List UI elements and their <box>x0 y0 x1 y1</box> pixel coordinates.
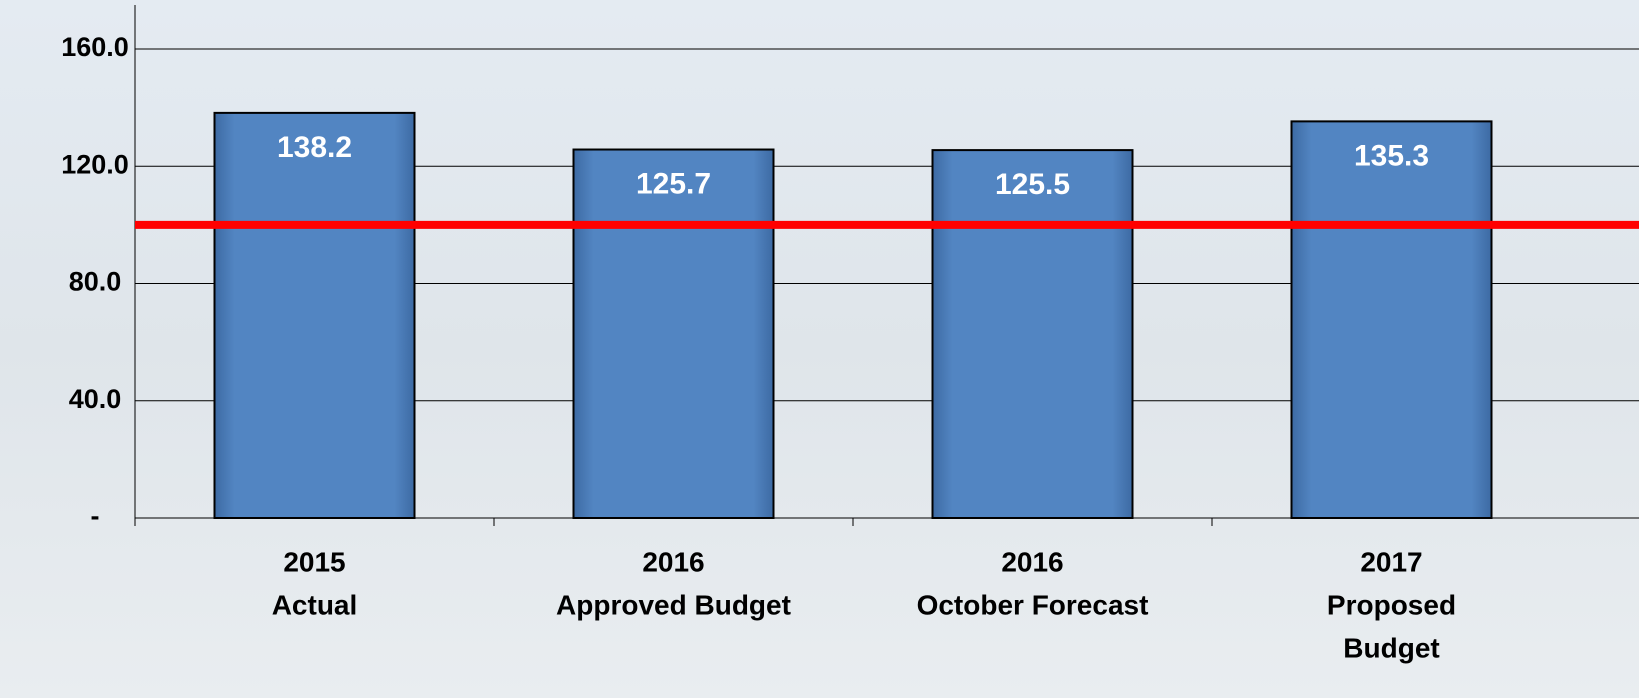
bar <box>572 148 775 519</box>
x-tick-label: 2016 <box>642 546 704 577</box>
value-label: 135.3 <box>1354 139 1429 172</box>
x-tick-label: Actual <box>272 589 358 620</box>
x-tick-label: 2016 <box>1001 546 1063 577</box>
bar <box>213 111 416 520</box>
y-tick-label: - <box>91 501 100 531</box>
x-tick-label: 2017 <box>1360 546 1422 577</box>
y-tick-label: 40.0 <box>69 384 122 414</box>
x-tick-label: Budget <box>1343 632 1439 663</box>
x-tick-label: Approved Budget <box>556 589 791 620</box>
value-label: 125.5 <box>995 168 1070 201</box>
bar <box>931 149 1134 519</box>
y-tick-label: 80.0 <box>69 267 122 297</box>
x-tick-label: Proposed <box>1327 589 1456 620</box>
value-label: 125.7 <box>636 167 711 200</box>
y-tick-label: 160.0 <box>61 32 129 62</box>
y-tick-label: 120.0 <box>61 149 129 179</box>
bar <box>1290 120 1493 519</box>
x-tick-label: October Forecast <box>917 589 1149 620</box>
x-tick-label: 2015 <box>283 546 345 577</box>
value-label: 138.2 <box>277 131 352 164</box>
